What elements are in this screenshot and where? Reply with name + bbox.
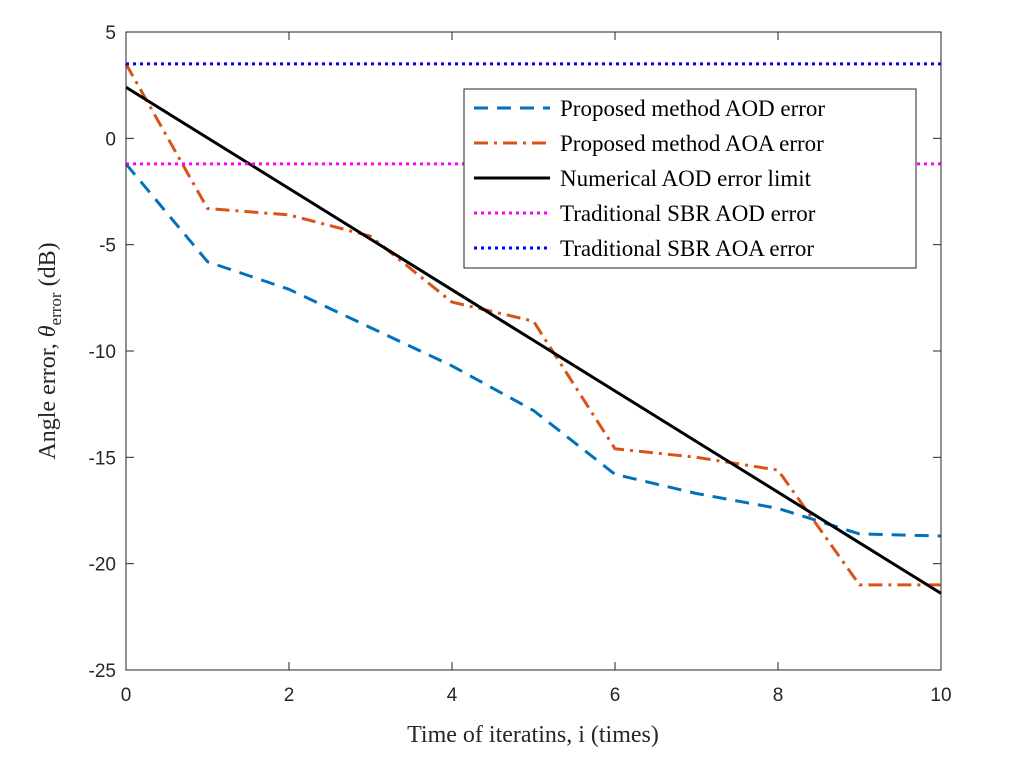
y-axis-label-subscript: error bbox=[46, 292, 65, 325]
x-tick-label: 4 bbox=[447, 685, 458, 706]
y-axis-label-symbol: θ bbox=[35, 325, 61, 337]
series-line-1 bbox=[124, 162, 942, 538]
y-tick-label: 5 bbox=[105, 23, 116, 44]
series-line-3 bbox=[125, 86, 942, 595]
y-tick-label: 0 bbox=[105, 129, 116, 150]
y-tick-label: -10 bbox=[89, 342, 116, 363]
x-axis-label: Time of iteratins, i (times) bbox=[407, 722, 659, 748]
tick-layer: 0 2 4 6 8 10 5 0 -5 -10 -15 -20 -25 bbox=[89, 23, 952, 706]
x-tick-label: 2 bbox=[284, 685, 295, 706]
legend: Proposed method AOD error Proposed method… bbox=[463, 88, 917, 269]
x-tick-label: 6 bbox=[610, 685, 621, 706]
y-axis-label-suffix: (dB) bbox=[35, 242, 61, 292]
y-tick-label: -15 bbox=[89, 448, 116, 469]
legend-label-1: Proposed method AOD error bbox=[560, 96, 825, 121]
x-tick-label: 8 bbox=[773, 685, 784, 706]
legend-label-3: Numerical AOD error limit bbox=[560, 166, 812, 191]
x-tick-label: 0 bbox=[121, 685, 132, 706]
y-axis-label: Angle error, θerror (dB) bbox=[35, 242, 65, 459]
y-tick-label: -5 bbox=[99, 236, 116, 257]
y-axis-label-prefix: Angle error, bbox=[35, 337, 61, 459]
y-tick-label: -20 bbox=[89, 555, 116, 576]
x-tick-label: 10 bbox=[930, 685, 951, 706]
legend-label-4: Traditional SBR AOD error bbox=[560, 201, 816, 226]
legend-label-5: Traditional SBR AOA error bbox=[560, 236, 814, 261]
y-tick-label: -25 bbox=[89, 661, 116, 682]
legend-label-2: Proposed method AOA error bbox=[560, 131, 824, 156]
